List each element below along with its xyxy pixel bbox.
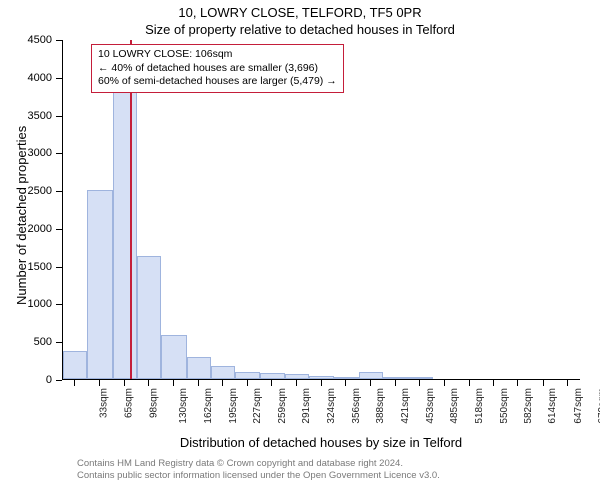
x-tick-label: 550sqm bbox=[499, 388, 510, 424]
x-tick-label: 388sqm bbox=[375, 388, 386, 424]
y-tick-label: 3500 bbox=[0, 110, 52, 122]
reference-callout: 10 LOWRY CLOSE: 106sqm ← 40% of detached… bbox=[91, 44, 344, 93]
y-tick bbox=[56, 78, 62, 79]
y-tick bbox=[56, 229, 62, 230]
x-tick bbox=[321, 380, 322, 386]
x-tick-label: 647sqm bbox=[573, 388, 584, 424]
x-tick-label: 324sqm bbox=[326, 388, 337, 424]
y-tick-label: 2000 bbox=[0, 223, 52, 235]
x-tick bbox=[395, 380, 396, 386]
chart-title-address: 10, LOWRY CLOSE, TELFORD, TF5 0PR bbox=[0, 5, 600, 20]
x-tick bbox=[444, 380, 445, 386]
x-tick bbox=[517, 380, 518, 386]
y-tick bbox=[56, 267, 62, 268]
y-tick-label: 4500 bbox=[0, 34, 52, 46]
x-tick bbox=[493, 380, 494, 386]
x-tick-label: 259sqm bbox=[277, 388, 288, 424]
x-tick bbox=[247, 380, 248, 386]
y-tick bbox=[56, 304, 62, 305]
histogram-bar bbox=[137, 256, 161, 379]
x-tick-label: 582sqm bbox=[523, 388, 534, 424]
x-tick-label: 162sqm bbox=[203, 388, 214, 424]
footnote-line-2: Contains public sector information licen… bbox=[77, 470, 440, 482]
callout-line-2: ← 40% of detached houses are smaller (3,… bbox=[98, 62, 337, 76]
y-tick bbox=[56, 342, 62, 343]
x-tick-label: 227sqm bbox=[252, 388, 263, 424]
y-tick-label: 500 bbox=[0, 336, 52, 348]
x-tick bbox=[271, 380, 272, 386]
y-tick-label: 0 bbox=[0, 374, 52, 386]
histogram-bar bbox=[235, 372, 259, 379]
x-tick bbox=[419, 380, 420, 386]
x-tick-label: 33sqm bbox=[99, 388, 110, 418]
y-tick-label: 3000 bbox=[0, 147, 52, 159]
y-tick-label: 2500 bbox=[0, 185, 52, 197]
x-tick-label: 518sqm bbox=[474, 388, 485, 424]
x-tick bbox=[148, 380, 149, 386]
histogram-bar bbox=[408, 377, 433, 379]
histogram-bar bbox=[63, 351, 87, 379]
callout-line-1: 10 LOWRY CLOSE: 106sqm bbox=[98, 48, 337, 62]
x-tick bbox=[296, 380, 297, 386]
x-tick-label: 65sqm bbox=[123, 388, 134, 418]
footnote: Contains HM Land Registry data © Crown c… bbox=[77, 458, 440, 482]
x-tick-label: 98sqm bbox=[148, 388, 159, 418]
histogram-bar bbox=[359, 372, 383, 379]
property-size-histogram: 10, LOWRY CLOSE, TELFORD, TF5 0PR Size o… bbox=[0, 0, 600, 500]
y-tick-label: 4000 bbox=[0, 72, 52, 84]
x-tick-label: 614sqm bbox=[548, 388, 559, 424]
histogram-bar bbox=[211, 366, 235, 379]
y-tick-label: 1000 bbox=[0, 298, 52, 310]
x-tick bbox=[124, 380, 125, 386]
y-tick bbox=[56, 191, 62, 192]
callout-line-3: 60% of semi-detached houses are larger (… bbox=[98, 75, 337, 89]
histogram-bar bbox=[285, 374, 309, 379]
x-tick bbox=[222, 380, 223, 386]
y-tick bbox=[56, 40, 62, 41]
footnote-line-1: Contains HM Land Registry data © Crown c… bbox=[77, 458, 440, 470]
y-tick bbox=[56, 380, 62, 381]
x-tick bbox=[198, 380, 199, 386]
x-tick bbox=[370, 380, 371, 386]
x-tick-label: 291sqm bbox=[301, 388, 312, 424]
histogram-bar bbox=[383, 377, 407, 379]
x-tick bbox=[543, 380, 544, 386]
x-tick-label: 421sqm bbox=[400, 388, 411, 424]
x-tick bbox=[469, 380, 470, 386]
x-tick-label: 485sqm bbox=[449, 388, 460, 424]
x-tick bbox=[74, 380, 75, 386]
histogram-bar bbox=[309, 376, 333, 379]
x-tick-label: 195sqm bbox=[228, 388, 239, 424]
y-tick bbox=[56, 116, 62, 117]
x-tick-label: 130sqm bbox=[178, 388, 189, 424]
x-tick bbox=[345, 380, 346, 386]
histogram-bar bbox=[113, 77, 137, 379]
histogram-bar bbox=[87, 190, 112, 379]
histogram-bar bbox=[334, 377, 359, 379]
x-tick bbox=[99, 380, 100, 386]
x-axis-title: Distribution of detached houses by size … bbox=[62, 435, 580, 450]
y-tick bbox=[56, 153, 62, 154]
histogram-bar bbox=[161, 335, 186, 379]
chart-title-subtitle: Size of property relative to detached ho… bbox=[0, 22, 600, 37]
x-tick-label: 453sqm bbox=[425, 388, 436, 424]
x-tick bbox=[173, 380, 174, 386]
histogram-bar bbox=[260, 373, 285, 379]
y-tick-label: 1500 bbox=[0, 261, 52, 273]
x-tick bbox=[567, 380, 568, 386]
histogram-bar bbox=[187, 357, 211, 379]
x-tick-label: 356sqm bbox=[351, 388, 362, 424]
